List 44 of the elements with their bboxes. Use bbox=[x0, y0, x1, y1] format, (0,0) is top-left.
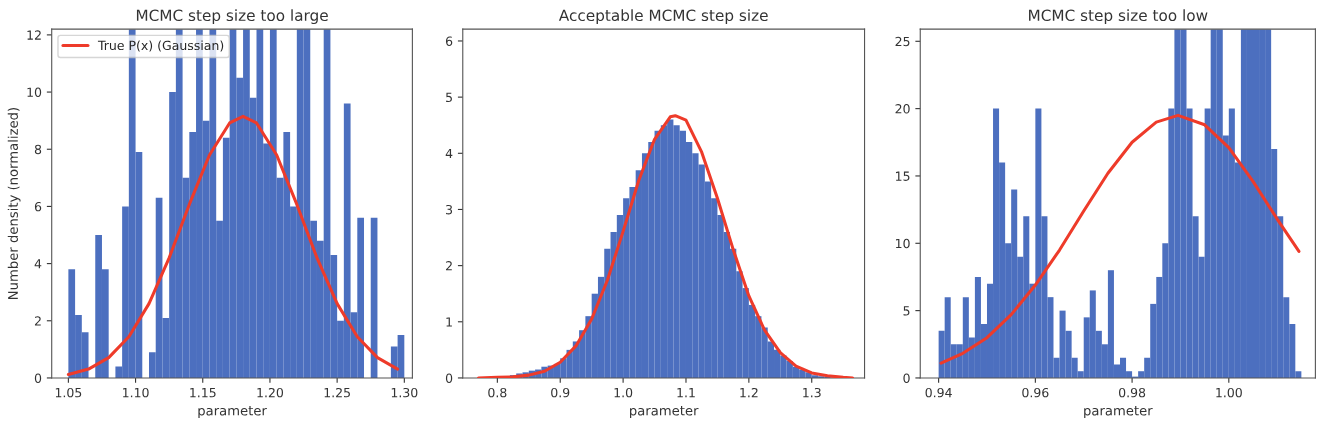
chart-title: MCMC step size too large bbox=[136, 9, 328, 25]
x-axis-title: parameter bbox=[198, 406, 267, 419]
x-axis-title: parameter bbox=[1084, 406, 1153, 419]
x-tick-label: 1.3 bbox=[803, 387, 821, 398]
x-tick-label: 1.0 bbox=[614, 387, 633, 398]
y-tick-label: 6 bbox=[34, 201, 42, 212]
y-tick-label: 4 bbox=[34, 259, 42, 269]
y-tick-label: 25 bbox=[895, 36, 910, 47]
y-tick-label: 0 bbox=[445, 373, 453, 383]
y-tick-label: 0 bbox=[903, 373, 910, 383]
y-tick-label: 20 bbox=[895, 104, 910, 114]
x-tick-label: 1.30 bbox=[391, 387, 418, 398]
x-axis-title: parameter bbox=[630, 406, 699, 419]
x-tick-label: 0.94 bbox=[925, 387, 952, 398]
y-tick-label: 3 bbox=[446, 204, 453, 215]
y-tick-label: 1 bbox=[446, 317, 452, 327]
y-tick-label: 4 bbox=[445, 148, 453, 159]
x-tick-label: 1.25 bbox=[324, 387, 350, 398]
y-tick-label: 15 bbox=[895, 171, 910, 181]
y-tick-label: 2 bbox=[34, 316, 41, 326]
y-tick-label: 5 bbox=[903, 306, 910, 316]
x-tick-label: 1.2 bbox=[740, 387, 758, 398]
y-tick-label: 6 bbox=[445, 36, 453, 46]
x-tick-label: 0.98 bbox=[1118, 387, 1146, 398]
y-tick-label: 10 bbox=[895, 238, 910, 249]
x-tick-label: 1.15 bbox=[190, 388, 216, 398]
y-tick-label: 8 bbox=[34, 144, 42, 155]
y-tick-label: 10 bbox=[27, 87, 42, 97]
legend-label: True P(x) (Gaussian) bbox=[97, 40, 224, 52]
x-tick-label: 0.9 bbox=[551, 387, 570, 398]
x-tick-label: 0.8 bbox=[488, 387, 507, 398]
y-tick-label: 0 bbox=[34, 373, 42, 383]
y-axis-title: Number density (normalized) bbox=[7, 108, 21, 299]
x-tick-label: 1.20 bbox=[257, 387, 284, 398]
x-tick-label: 1.1 bbox=[677, 388, 695, 398]
x-tick-label: 1.10 bbox=[123, 387, 149, 398]
y-tick-label: 5 bbox=[446, 92, 452, 103]
chart-title: Acceptable MCMC step size bbox=[558, 9, 768, 25]
y-tick-label: 12 bbox=[27, 30, 41, 40]
x-tick-label: 0.96 bbox=[1022, 387, 1049, 398]
x-tick-label: 1.00 bbox=[1216, 387, 1242, 398]
chart-title: MCMC step size too low bbox=[1029, 9, 1208, 25]
x-tick-label: 1.05 bbox=[55, 387, 82, 398]
y-tick-label: 2 bbox=[446, 261, 452, 271]
